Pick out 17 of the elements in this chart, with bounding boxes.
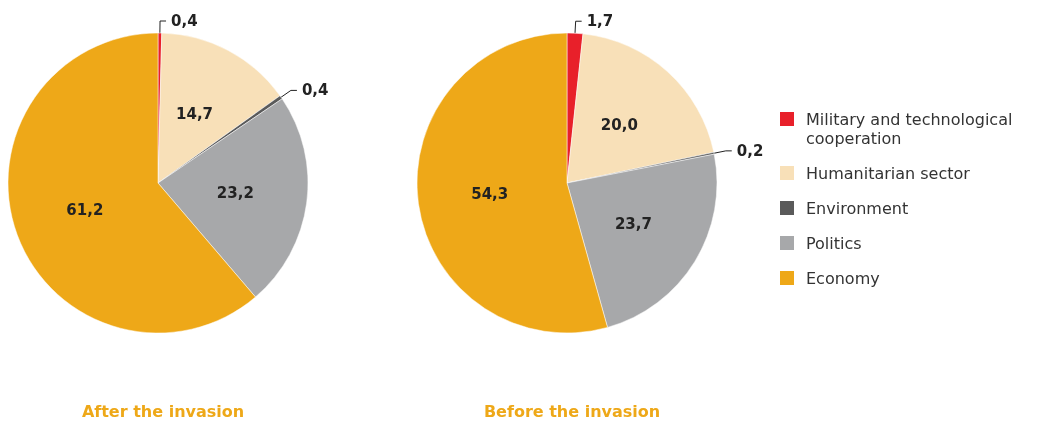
legend-label: Humanitarian sector	[806, 164, 970, 183]
data-label: 14,7	[176, 105, 214, 124]
legend-label: Military and technological cooperation	[806, 110, 1014, 148]
data-label: 0,2	[736, 141, 764, 160]
data-label: 23,7	[614, 214, 652, 233]
data-label: 61,2	[66, 201, 104, 220]
legend-label: Environment	[806, 199, 909, 218]
slice-label: Before the invasion	[483, 401, 661, 421]
data-label: 20,0	[600, 116, 638, 135]
data-label: 0,4	[171, 12, 198, 31]
slice-label: After the invasion	[81, 401, 245, 421]
data-label: 0,4	[301, 81, 329, 100]
data-label: 23,2	[216, 184, 254, 203]
legend-label: Politics	[806, 234, 862, 253]
data-label: 54,3	[471, 184, 509, 203]
legend-label: Economy	[806, 269, 880, 288]
data-label: 1,7	[586, 12, 614, 31]
